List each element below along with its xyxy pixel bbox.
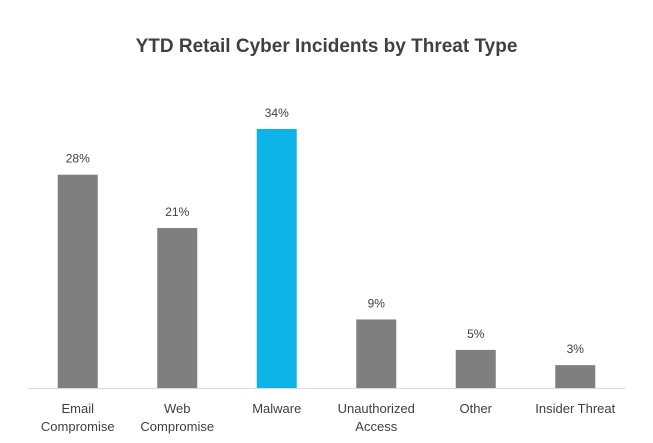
category-label-0: Email Compromise xyxy=(41,401,115,434)
data-label-1: 21% xyxy=(165,205,189,219)
category-label-3: Unauthorized Access xyxy=(338,401,415,434)
category-label-2-line-0: Malware xyxy=(252,401,301,416)
category-label-0-line-1: Compromise xyxy=(41,419,115,434)
category-label-4-line-0: Other xyxy=(459,401,492,416)
bar-3 xyxy=(356,319,397,388)
category-label-2: Malware xyxy=(252,401,301,416)
data-label-0: 28% xyxy=(66,152,90,166)
category-label-0-line-0: Email xyxy=(61,401,94,416)
data-label-5: 3% xyxy=(567,342,585,356)
category-label-1-line-0: Web xyxy=(164,401,191,416)
bar-4 xyxy=(455,349,496,388)
data-label-3: 9% xyxy=(368,296,386,310)
category-label-3-line-1: Access xyxy=(355,419,397,434)
category-label-5: Insider Threat xyxy=(535,401,615,416)
bar-2 xyxy=(256,129,297,388)
data-label-4: 5% xyxy=(467,327,485,341)
chart-title: YTD Retail Cyber Incidents by Threat Typ… xyxy=(135,36,518,57)
category-label-1-line-1: Compromise xyxy=(140,419,214,434)
bar-1 xyxy=(157,228,198,388)
data-label-2: 34% xyxy=(265,106,289,120)
category-label-4: Other xyxy=(459,401,492,416)
bar-5 xyxy=(555,365,596,388)
bar-0 xyxy=(57,174,98,388)
category-label-1: Web Compromise xyxy=(140,401,214,434)
category-label-5-line-0: Insider Threat xyxy=(535,401,615,416)
category-label-3-line-0: Unauthorized xyxy=(338,401,415,416)
